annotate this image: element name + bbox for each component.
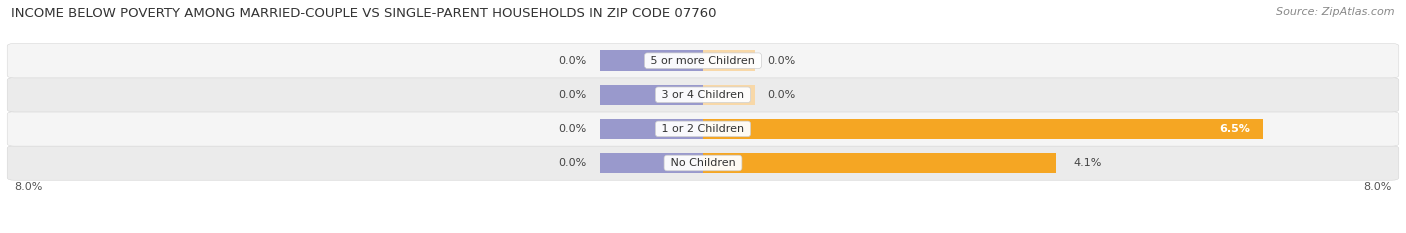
Text: 1 or 2 Children: 1 or 2 Children	[658, 124, 748, 134]
Bar	[703, 85, 755, 105]
Text: 0.0%: 0.0%	[558, 158, 586, 168]
Bar	[599, 119, 703, 139]
Text: 0.0%: 0.0%	[768, 90, 796, 100]
Text: 0.0%: 0.0%	[558, 56, 586, 66]
Bar	[703, 51, 755, 71]
Text: 5 or more Children: 5 or more Children	[647, 56, 759, 66]
Text: 0.0%: 0.0%	[558, 90, 586, 100]
Text: Source: ZipAtlas.com: Source: ZipAtlas.com	[1277, 7, 1395, 17]
FancyBboxPatch shape	[7, 44, 1399, 78]
Text: No Children: No Children	[666, 158, 740, 168]
FancyBboxPatch shape	[7, 78, 1399, 112]
Bar	[599, 153, 703, 173]
Text: 6.5%: 6.5%	[1219, 124, 1250, 134]
Bar	[703, 153, 1056, 173]
Text: 0.0%: 0.0%	[558, 124, 586, 134]
Text: 8.0%: 8.0%	[1364, 182, 1392, 192]
Text: INCOME BELOW POVERTY AMONG MARRIED-COUPLE VS SINGLE-PARENT HOUSEHOLDS IN ZIP COD: INCOME BELOW POVERTY AMONG MARRIED-COUPL…	[11, 7, 717, 20]
Text: 3 or 4 Children: 3 or 4 Children	[658, 90, 748, 100]
Text: 8.0%: 8.0%	[14, 182, 42, 192]
FancyBboxPatch shape	[7, 146, 1399, 180]
Bar	[599, 51, 703, 71]
Text: 0.0%: 0.0%	[768, 56, 796, 66]
Bar	[703, 119, 1263, 139]
Text: 4.1%: 4.1%	[1073, 158, 1102, 168]
Bar	[599, 85, 703, 105]
FancyBboxPatch shape	[7, 112, 1399, 146]
